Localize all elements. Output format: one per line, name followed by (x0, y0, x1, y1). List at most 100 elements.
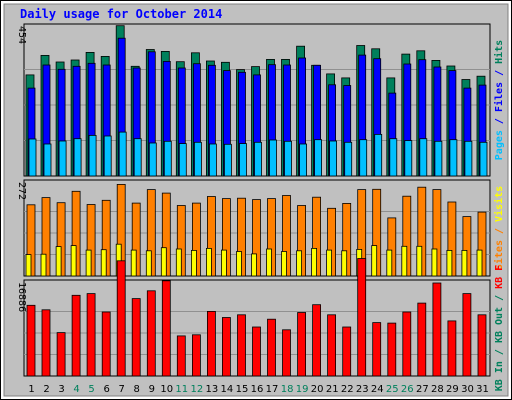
bar-kb-f (342, 326, 352, 377)
bar-pages (254, 141, 262, 177)
legend-item: Hits (493, 40, 505, 64)
bar-pages (374, 133, 383, 177)
x-tick-label: 27 (416, 384, 429, 395)
x-tick-label: 21 (326, 384, 339, 395)
x-tick-label: 9 (149, 384, 155, 395)
bar-pages (163, 140, 172, 177)
bar-kb-f (221, 317, 231, 377)
bar-kb-f (282, 329, 291, 377)
x-tick-label: 29 (446, 384, 459, 395)
bar-pages (329, 140, 338, 177)
x-tick-label: 17 (266, 384, 279, 395)
bar-visits (220, 249, 227, 277)
bar-kb-f (116, 260, 126, 377)
bar-kb-f (206, 310, 216, 377)
bar-visits (130, 249, 137, 277)
bar-pages (193, 141, 202, 177)
bar-pages (88, 134, 97, 177)
bar-visits (145, 250, 152, 277)
bar-kb-f (131, 298, 141, 377)
bar-kb-f (477, 314, 487, 377)
x-tick-label: 12 (191, 384, 204, 395)
bar-kb-f (146, 290, 156, 377)
x-tick-label: 1 (28, 384, 34, 395)
bar-pages (464, 140, 473, 177)
bar-visits (55, 246, 62, 277)
bar-kb-f (327, 314, 337, 377)
legend-item: Visits (493, 186, 505, 222)
bar-pages (118, 131, 127, 177)
bar-visits (100, 249, 107, 277)
bar-kb-f (161, 280, 171, 377)
bar-pages (359, 139, 368, 177)
bar-pages (299, 143, 308, 177)
bar-kb-f (26, 304, 36, 377)
x-tick-label: 13 (206, 384, 219, 395)
x-tick-label: 6 (104, 384, 110, 395)
x-tick-label: 4 (73, 384, 79, 395)
x-tick-label: 25 (386, 384, 399, 395)
bar-kb-f (191, 334, 201, 377)
bar-pages (148, 142, 157, 177)
x-tick-label: 7 (119, 384, 125, 395)
bar-visits (205, 247, 212, 277)
bar-visits (175, 248, 182, 277)
bar-visits (461, 249, 468, 277)
bar-kb-f (41, 309, 51, 377)
legend-item: / (494, 112, 505, 130)
bar-visits (371, 245, 378, 277)
x-axis-labels: 1 2 3 4 5 6 7 8 9 10 11 12 13 14 15 16 17 18 19 20 21 22 23 24 2… (28, 384, 489, 395)
bar-visits (401, 245, 408, 277)
bar-kb-f (267, 318, 276, 377)
bar-pages (284, 140, 292, 177)
x-tick-label: 3 (58, 384, 64, 395)
x-tick-label: 20 (311, 384, 324, 395)
y-max-label: 16886 (16, 282, 27, 312)
side-legend: Sites / Visits (493, 186, 505, 270)
y-max-label: 454 (16, 26, 27, 44)
legend-item: Pages (494, 130, 505, 160)
legend-item: Files (493, 82, 505, 112)
bar-pages (208, 143, 217, 177)
x-tick-label: 28 (431, 384, 444, 395)
x-tick-label: 11 (175, 384, 188, 395)
x-tick-label: 26 (401, 384, 414, 395)
panel-kb: 16886 KB In / KB Out / KB F (16, 258, 505, 391)
bar-kb-f (372, 322, 382, 377)
x-tick-label: 14 (221, 384, 234, 395)
x-tick-label: 5 (88, 384, 94, 395)
bar-pages (479, 141, 488, 177)
legend-item: KB F (494, 265, 505, 289)
legend-item: Sites (493, 240, 505, 270)
bar-pages (73, 138, 82, 177)
bar-kb-f (312, 304, 322, 377)
bar-visits (190, 249, 197, 277)
bar-visits (70, 245, 77, 277)
x-tick-label: 18 (281, 384, 294, 395)
bar-kb-f (387, 322, 397, 377)
bar-visits (386, 249, 393, 277)
y-max-label: 272 (16, 182, 27, 200)
x-tick-label: 31 (476, 384, 489, 395)
bar-visits (40, 253, 47, 277)
bar-visits (25, 254, 32, 277)
bar-pages (419, 138, 428, 177)
x-tick-label: 30 (461, 384, 474, 395)
side-legend: Pages / Files / Hits (493, 40, 505, 160)
chart-title: Daily usage for October 2014 (20, 7, 222, 21)
bar-pages (178, 143, 187, 177)
bar-visits (296, 250, 303, 277)
bar-pages (344, 141, 353, 177)
x-tick-label: 16 (251, 384, 264, 395)
bar-pages (314, 139, 323, 177)
bar-visits (431, 248, 438, 277)
bar-pages (103, 135, 112, 177)
bar-kb-f (71, 294, 81, 377)
bar-visits (326, 249, 333, 277)
bar-pages (58, 140, 67, 177)
bar-pages (239, 143, 247, 177)
bar-visits (416, 245, 423, 277)
legend-item: / (494, 289, 505, 307)
bar-pages (43, 143, 52, 177)
